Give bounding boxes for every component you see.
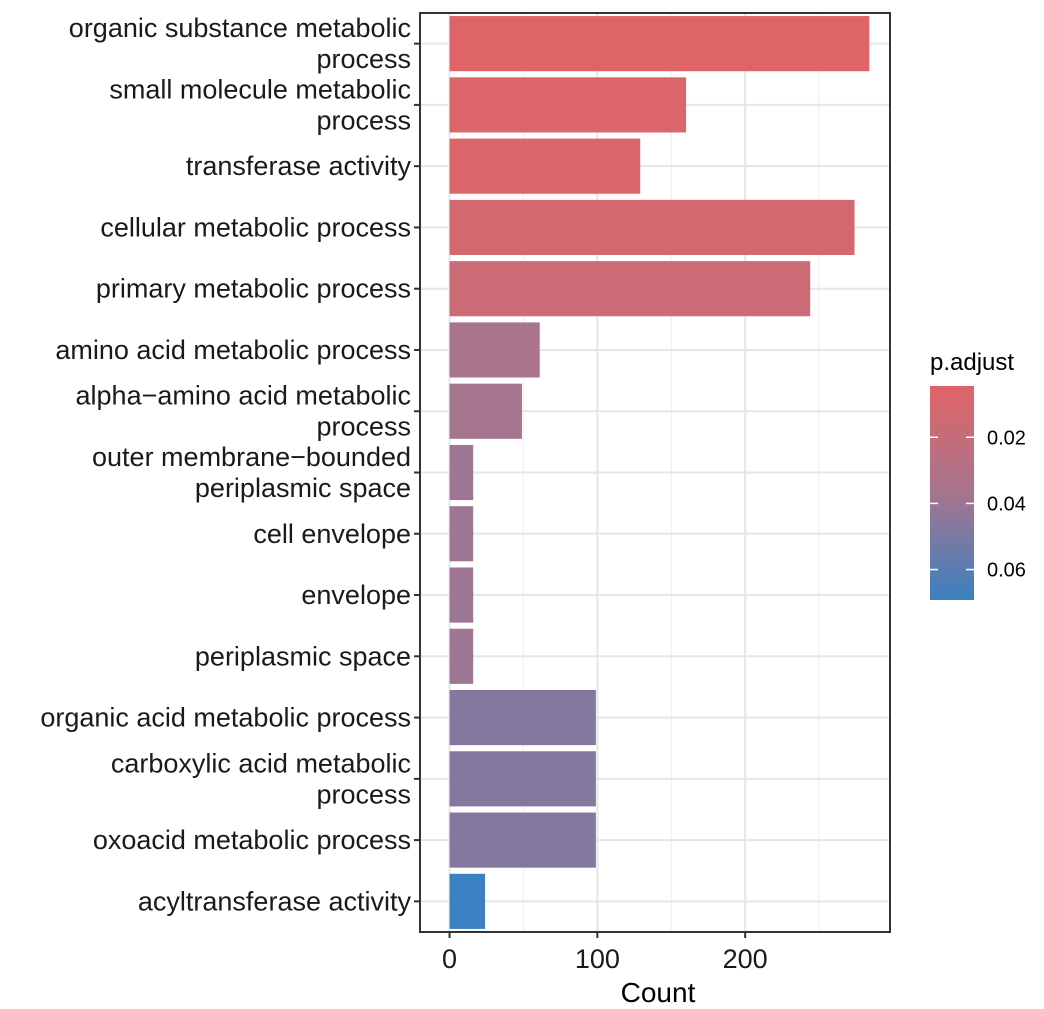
bar xyxy=(449,383,522,439)
bar xyxy=(449,873,486,929)
bar xyxy=(449,261,811,317)
bar xyxy=(449,628,474,684)
legend-tick-label: 0.06 xyxy=(987,560,1026,582)
bar xyxy=(449,751,596,807)
y-tick-label: amino acid metabolic process xyxy=(55,335,411,365)
bar xyxy=(449,689,596,746)
bar xyxy=(449,16,870,72)
legend: p.adjust 0.02 0.04 0.06 xyxy=(930,349,1026,600)
x-tick-label: 200 xyxy=(723,944,768,974)
y-tick-label: primary metabolic process xyxy=(96,274,411,304)
y-tick-label: envelope xyxy=(301,580,411,610)
x-tick-label: 0 xyxy=(442,944,457,974)
y-tick-label: alpha−amino acid metabolic process xyxy=(76,381,411,442)
legend-title: p.adjust xyxy=(930,349,1014,376)
y-tick-label: small molecule metabolic process xyxy=(109,74,411,135)
bar xyxy=(449,138,641,194)
y-tick-label: oxoacid metabolic process xyxy=(93,825,411,855)
legend-tick-label: 0.04 xyxy=(987,493,1026,515)
y-tick-label: acyltransferase activity xyxy=(138,886,412,916)
y-tick-label: cell envelope xyxy=(253,519,411,549)
legend-colorbar xyxy=(930,386,974,600)
bars xyxy=(449,16,870,929)
bar xyxy=(449,506,474,562)
y-tick-label: transferase activity xyxy=(186,151,412,181)
y-tick-label: outer membrane−bounded periplasmic space xyxy=(92,442,411,503)
bar xyxy=(449,444,474,501)
y-tick-label: organic substance metabolic process xyxy=(69,13,411,74)
y-tick-label: organic acid metabolic process xyxy=(40,703,411,733)
y-axis: organic substance metabolic processsmall … xyxy=(40,13,420,916)
y-tick-label: cellular metabolic process xyxy=(100,212,411,242)
legend-ticks: 0.02 0.04 0.06 xyxy=(930,427,1026,582)
bar xyxy=(449,322,540,378)
y-tick-label: periplasmic space xyxy=(195,641,411,671)
bar xyxy=(449,812,596,868)
bar xyxy=(449,77,687,133)
y-tick-label: carboxylic acid metabolic process xyxy=(111,748,411,809)
x-tick-label: 100 xyxy=(575,944,620,974)
legend-tick-label: 0.02 xyxy=(987,427,1026,449)
bar xyxy=(449,567,474,623)
x-axis-title: Count xyxy=(621,977,696,1008)
x-axis: 0 100 200 xyxy=(442,932,768,974)
bar xyxy=(449,199,855,256)
